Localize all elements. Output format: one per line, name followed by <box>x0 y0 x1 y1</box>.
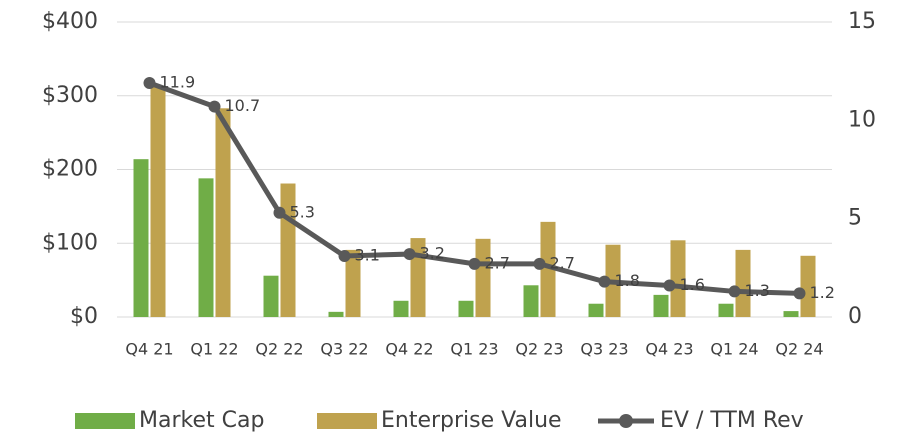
bar <box>393 300 409 317</box>
marker <box>598 275 611 288</box>
y2-tick-label: 10 <box>848 107 876 132</box>
bar <box>215 108 231 317</box>
data-label: 3.2 <box>420 244 445 263</box>
y2-tick-label: 15 <box>848 9 876 34</box>
bar <box>133 159 149 317</box>
data-label: 10.7 <box>225 96 261 115</box>
bar <box>150 86 166 318</box>
x-tick-label: Q2 24 <box>775 340 823 359</box>
x-tick-label: Q1 22 <box>190 340 238 359</box>
legend-swatch <box>619 414 633 428</box>
marker <box>208 100 221 113</box>
y-tick-label: $200 <box>42 157 98 182</box>
x-tick-label: Q4 22 <box>385 340 433 359</box>
legend-swatch <box>317 413 377 429</box>
marker <box>793 287 806 300</box>
bar <box>540 221 556 317</box>
legend-swatch <box>75 413 135 429</box>
legend-label: Market Cap <box>139 408 264 433</box>
marker <box>338 250 351 263</box>
data-label: 1.8 <box>615 271 640 290</box>
legend-label: EV / TTM Rev <box>660 408 804 433</box>
data-label: 5.3 <box>290 202 315 221</box>
data-label: 1.6 <box>680 275 705 294</box>
x-tick-label: Q4 21 <box>125 340 173 359</box>
bar <box>735 249 751 317</box>
x-tick-label: Q1 23 <box>450 340 498 359</box>
marker <box>728 285 741 298</box>
marker <box>273 206 286 219</box>
data-label: 11.9 <box>160 72 196 91</box>
marker <box>663 279 676 292</box>
y-tick-label: $300 <box>42 83 98 108</box>
bar <box>328 311 344 317</box>
x-tick-label: Q3 23 <box>580 340 628 359</box>
bar <box>345 249 361 317</box>
marker <box>533 257 546 270</box>
bar <box>263 275 279 317</box>
bar <box>670 240 686 317</box>
x-tick-label: Q1 24 <box>710 340 758 359</box>
data-label: 1.3 <box>745 281 770 300</box>
bar <box>653 294 669 317</box>
x-tick-label: Q4 23 <box>645 340 693 359</box>
x-tick-label: Q2 23 <box>515 340 563 359</box>
data-label: 3.1 <box>355 246 380 265</box>
y2-tick-label: 0 <box>848 304 862 329</box>
bar <box>783 311 799 317</box>
y2-tick-label: 5 <box>848 206 862 231</box>
bar <box>475 238 491 317</box>
data-label: 2.7 <box>485 253 510 272</box>
x-tick-label: Q2 22 <box>255 340 303 359</box>
y-tick-label: $400 <box>42 9 98 34</box>
bar <box>588 303 604 317</box>
bar <box>198 178 214 317</box>
marker <box>143 76 156 89</box>
y-tick-label: $0 <box>70 304 98 329</box>
legend-label: Enterprise Value <box>381 408 562 433</box>
bar <box>458 300 474 317</box>
marker <box>468 257 481 270</box>
marker <box>403 248 416 261</box>
data-label: 2.7 <box>550 253 575 272</box>
y-tick-label: $100 <box>42 230 98 255</box>
bar <box>523 285 539 317</box>
bar <box>800 255 816 317</box>
x-tick-label: Q3 22 <box>320 340 368 359</box>
data-label: 1.2 <box>810 283 835 302</box>
bar <box>718 303 734 317</box>
